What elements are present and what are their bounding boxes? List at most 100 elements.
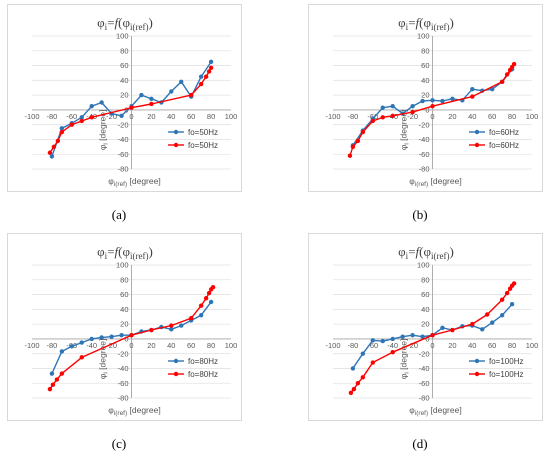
y-tick-labels: -80 -60 -40 -20 0 20 40 60 80 100 [116,261,129,403]
chart-title: φi=f(φi(ref)) [398,15,454,32]
chart-panel-c: φi=f(φi(ref))-100-80-60-40-2002040608010… [7,233,242,421]
x-tick-label: 60 [488,112,496,121]
y-tick-label: 40 [421,305,429,314]
data-point [499,297,505,302]
y-tick-label: 0 [425,334,429,343]
x-tick-label: 80 [207,112,215,121]
data-point [47,150,53,155]
y-tick-label: 20 [421,320,429,329]
data-point [51,144,57,150]
chart-panel-a: φi=f(φi(ref))-100-80-60-40-2002040608010… [7,4,242,192]
data-point [390,113,395,119]
data-point [485,312,490,317]
series-red [348,281,517,396]
data-point [47,386,53,392]
x-tick-label: -60 [367,112,378,121]
data-point [430,332,435,338]
y-tick-label: -20 [118,120,129,129]
data-point [440,98,445,104]
data-point [198,313,204,318]
data-point [380,115,385,120]
legend-label: fo=80Hz [188,357,218,366]
x-tick-label: -20 [407,341,418,350]
x-tick-label: -20 [106,112,117,121]
x-tick-label: -20 [106,341,117,350]
legend-label: fo=60Hz [489,141,519,150]
data-point [79,118,84,124]
y-tick-label: -80 [419,165,430,174]
legend-swatch-marker [474,371,480,377]
data-point [360,351,366,356]
y-tick-label: 80 [421,275,429,284]
data-point [499,79,505,85]
legend-label: fo=50Hz [188,128,218,137]
legend: fo=100Hz fo=100Hz [469,357,523,379]
data-point [450,327,455,333]
legend-label: fo=100Hz [489,357,523,366]
chart-d: φi=f(φi(ref))-100 -80 -60 -40 -20 0 20 40 60 80 10… [325,244,538,417]
data-point [390,349,395,355]
data-point [499,313,505,318]
data-point [440,325,445,331]
legend-swatch-marker [173,129,179,135]
legend: fo=50Hz fo=50Hz [168,128,218,150]
x-tick-label: -100 [24,341,39,350]
y-tick-label: 100 [116,261,129,270]
data-point [208,299,214,305]
data-point [410,332,415,338]
x-tick-label: 20 [147,112,155,121]
y-axis-title: φi [degree] [98,339,110,380]
y-tick-label: 20 [120,91,128,100]
y-tick-label: 0 [425,105,429,114]
y-tick-label: 80 [120,275,128,284]
data-point [350,366,356,371]
y-tick-label: 20 [421,91,429,100]
data-point [410,103,415,109]
y-tick-label: -60 [118,150,129,159]
y-tick-label: 20 [120,320,128,329]
x-axis-title: φi(ref) [degree] [409,405,461,417]
y-tick-label: -40 [118,135,129,144]
x-tick-label: 40 [167,341,175,350]
x-tick-label: -80 [46,112,57,121]
x-tick-label: -20 [407,112,418,121]
x-tick-label: 20 [448,341,456,350]
data-point [149,96,154,102]
data-point [179,323,184,328]
data-point [198,81,204,87]
x-tick-label: 0 [129,112,133,121]
data-point [79,355,84,360]
y-tick-label: -40 [118,364,129,373]
y-tick-label: -60 [118,379,129,388]
y-tick-label: -80 [118,165,129,174]
data-point [79,115,84,120]
caption-a: (a) [111,207,127,222]
data-point [480,327,485,332]
data-point [370,338,375,343]
data-point [49,154,55,159]
data-point [55,138,61,144]
y-tick-label: -80 [419,394,430,403]
x-tick-label: -40 [387,341,398,350]
data-point [119,332,124,338]
data-point [139,92,144,98]
series-red [47,65,214,155]
y-tick-label: -40 [419,364,430,373]
x-tick-label: -80 [46,341,57,350]
y-tick-label: 0 [124,105,128,114]
legend-swatch-marker [173,371,179,377]
x-tick-label: 40 [468,341,476,350]
data-point [149,101,154,107]
x-tick-label: 40 [468,112,476,121]
y-tick-labels: -80 -60 -40 -20 0 20 40 60 80 100 [417,261,430,403]
x-tick-label: 80 [508,341,516,350]
x-tick-label: 60 [187,341,195,350]
y-tick-label: -60 [419,150,430,159]
data-point [99,100,104,105]
y-axis-title: φi [degree] [399,339,411,380]
data-point [169,327,174,332]
data-point [189,316,194,321]
